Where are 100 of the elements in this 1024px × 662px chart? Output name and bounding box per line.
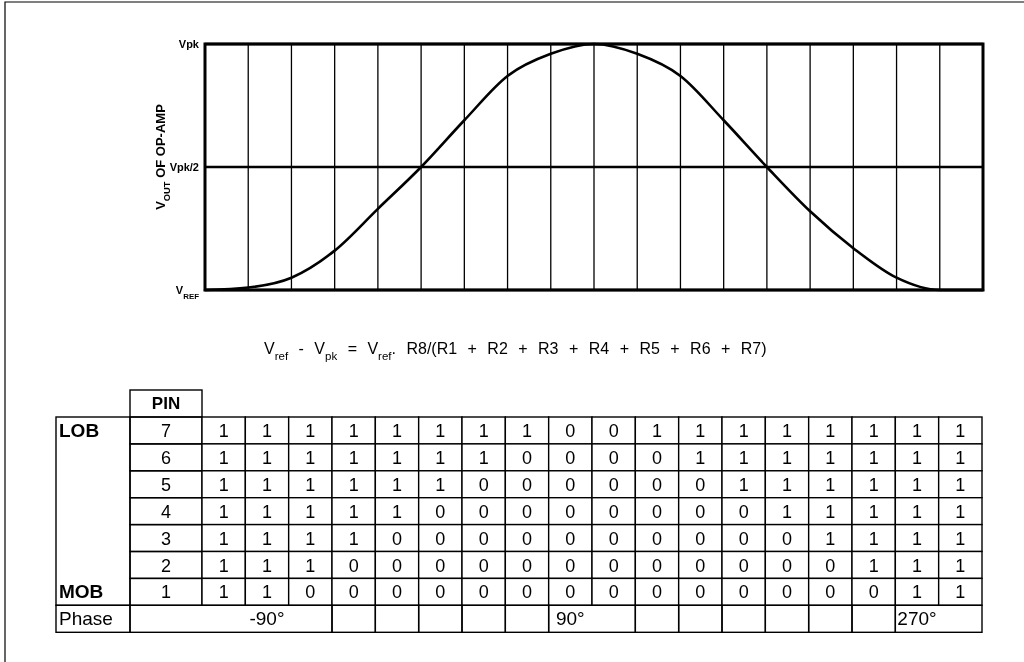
data-label: 1 [391,447,403,468]
data-label: 1 [218,421,229,441]
data-label: 0 [608,528,619,549]
data-label: 0 [521,555,533,576]
data-label: 1 [435,447,446,468]
data-label: 0 [565,421,576,441]
data-label: 1 [911,582,923,603]
data-label: 1 [825,447,836,468]
data-label: 1 [348,447,359,468]
data-label: 1 [261,501,273,522]
data-label: 1 [305,555,316,576]
data-label: 0 [521,582,533,603]
data-label: 0 [608,474,619,495]
data-label: 0 [651,528,663,549]
data-label: 0 [825,582,836,603]
data-label: 1 [781,447,793,468]
data-label: 1 [521,421,533,441]
y-tick-label: 5 [160,474,172,495]
y-tick-label: 7 [160,421,172,441]
ref-line-label: Vpk [178,38,200,50]
data-label: 0 [478,501,489,522]
data-label: 0 [478,555,489,576]
data-label: 1 [911,528,923,549]
data-label: 1 [218,528,229,549]
data-label: 1 [348,528,359,549]
data-label: 1 [868,528,879,549]
data-label: 0 [565,582,576,603]
data-label: 0 [305,582,316,603]
data-label: 0 [825,555,836,576]
data-label: 0 [608,447,619,468]
y-tick-label: 3 [160,528,172,549]
data-label: 1 [955,555,966,576]
data-label: 0 [391,582,403,603]
data-label: 1 [435,421,446,441]
y-axis-title: PIN [151,394,181,413]
data-label: 1 [868,474,879,495]
data-label: 1 [955,474,966,495]
data-label: 0 [738,528,749,549]
data-label: 0 [695,501,706,522]
data-label: 0 [391,555,403,576]
data-label: 1 [391,421,403,441]
data-label: 0 [738,501,749,522]
data-label: 1 [348,421,359,441]
data-label: 0 [695,555,706,576]
text: V$_{ref}$ - V$_{pk}$ = V$_{ref}$. R8/(R1 + R2 + R3 + R4 + R5 + R6 + R7) [264,340,767,362]
data-label: 1 [261,474,273,495]
ref-line-label: Vpk/2 [169,161,199,173]
data-label: 1 [738,447,749,468]
y2-tick-label: MOB [59,581,104,603]
data-label: 0 [565,474,576,495]
data-label: 0 [651,474,663,495]
data-label: 1 [478,421,489,441]
data-label: 1 [348,474,359,495]
data-label: 1 [868,501,879,522]
data-label: 0 [435,501,446,522]
data-label: 1 [825,528,836,549]
data-label: 1 [955,528,966,549]
data-label: 0 [608,421,619,441]
x-tick-label: 270° [897,608,937,630]
data-label: 1 [651,421,663,441]
y-tick-label: 1 [160,582,172,603]
data-label: 0 [738,555,749,576]
data-label: 0 [478,582,489,603]
data-label: 1 [261,582,273,603]
data-label: 1 [825,474,836,495]
data-label: 1 [955,421,966,441]
data-label: 0 [695,528,706,549]
data-label: 1 [781,421,793,441]
data-label: 1 [261,421,273,441]
data-label: 0 [565,447,576,468]
data-label: 1 [695,421,706,441]
data-label: 0 [738,582,749,603]
data-label: 1 [868,447,879,468]
data-label: 1 [261,528,273,549]
data-label: 1 [218,501,229,522]
data-label: 1 [305,421,316,441]
data-label: 1 [305,528,316,549]
data-label: 0 [348,555,359,576]
data-label: 0 [521,447,533,468]
data-label: 1 [218,582,229,603]
data-label: 0 [565,555,576,576]
data-label: 1 [868,421,879,441]
data-label: 1 [955,447,966,468]
data-label: 0 [651,447,663,468]
data-label: 0 [781,528,793,549]
data-label: 1 [261,555,273,576]
data-label: 0 [781,582,793,603]
data-label: 1 [305,474,316,495]
data-label: 1 [305,447,316,468]
data-label: 0 [608,555,619,576]
data-label: 1 [218,447,229,468]
data-label: 1 [781,474,793,495]
data-label: 0 [565,501,576,522]
data-label: 1 [478,447,489,468]
data-label: 1 [825,421,836,441]
data-label: 0 [608,582,619,603]
data-label: 0 [478,528,489,549]
data-label: 0 [435,555,446,576]
data-label: 1 [868,555,879,576]
data-label: 0 [348,582,359,603]
